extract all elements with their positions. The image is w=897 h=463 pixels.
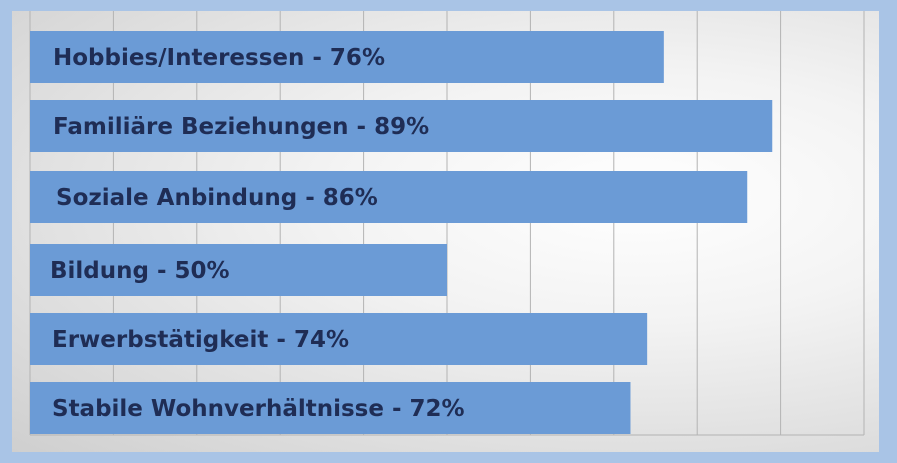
bar-label: Soziale Anbindung - 86% (56, 185, 378, 211)
bar-labels: Hobbies/Interessen - 76% Familiäre Bezieh… (50, 45, 465, 422)
bar (30, 382, 631, 434)
bar-chart: Hobbies/Interessen - 76% Familiäre Bezieh… (29, 11, 865, 436)
chart-area: Hobbies/Interessen - 76% Familiäre Bezieh… (12, 11, 879, 452)
bar (30, 244, 447, 296)
bar-label: Hobbies/Interessen - 76% (53, 45, 385, 71)
bar-label: Erwerbstätigkeit - 74% (52, 327, 349, 353)
bar-label: Familiäre Beziehungen - 89% (53, 114, 429, 140)
bar (30, 313, 648, 365)
bar (30, 100, 773, 152)
bar (30, 171, 748, 223)
bar-label: Bildung - 50% (50, 258, 230, 284)
bar (30, 31, 664, 83)
bar-label: Stabile Wohnverhältnisse - 72% (52, 396, 465, 422)
bars (30, 31, 773, 434)
